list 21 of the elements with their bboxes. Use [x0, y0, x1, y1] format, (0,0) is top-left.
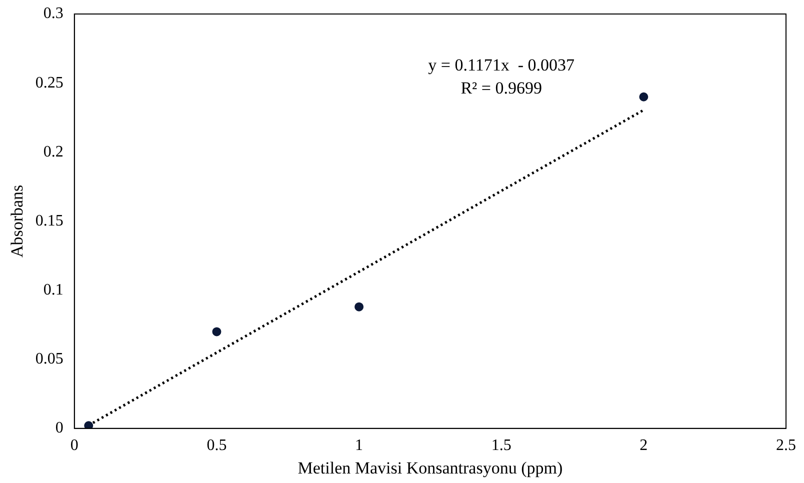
- y-tick-label: 0.15: [35, 212, 64, 230]
- annotation: y = 0.1171x - 0.0037: [428, 55, 576, 74]
- x-tick-label: 2.5: [776, 437, 796, 454]
- x-tick-label: 0.5: [206, 437, 227, 454]
- annotation: R² = 0.9699: [460, 78, 542, 98]
- x-tick-label: 1.5: [491, 437, 512, 454]
- y-tick-label: 0.3: [43, 5, 64, 22]
- point: [212, 327, 222, 336]
- y-tick-label: 0.05: [35, 350, 64, 368]
- x-tick-label: 1: [355, 437, 364, 454]
- x-axis-title: Metilen Mavisi Konsantrasyonu (ppm): [298, 458, 563, 478]
- y-axis-title: Absorbans: [8, 184, 27, 258]
- point: [84, 421, 94, 428]
- y-tick-label: 0.2: [43, 143, 64, 160]
- y-tick-label: 0: [55, 420, 64, 437]
- x-tick-label: 2: [640, 437, 648, 454]
- point: [639, 92, 648, 102]
- x-tick-label: 0: [70, 437, 78, 454]
- point: [354, 302, 364, 312]
- y-tick-label: 0.25: [35, 74, 64, 92]
- y-tick-label: 0.1: [43, 281, 64, 298]
